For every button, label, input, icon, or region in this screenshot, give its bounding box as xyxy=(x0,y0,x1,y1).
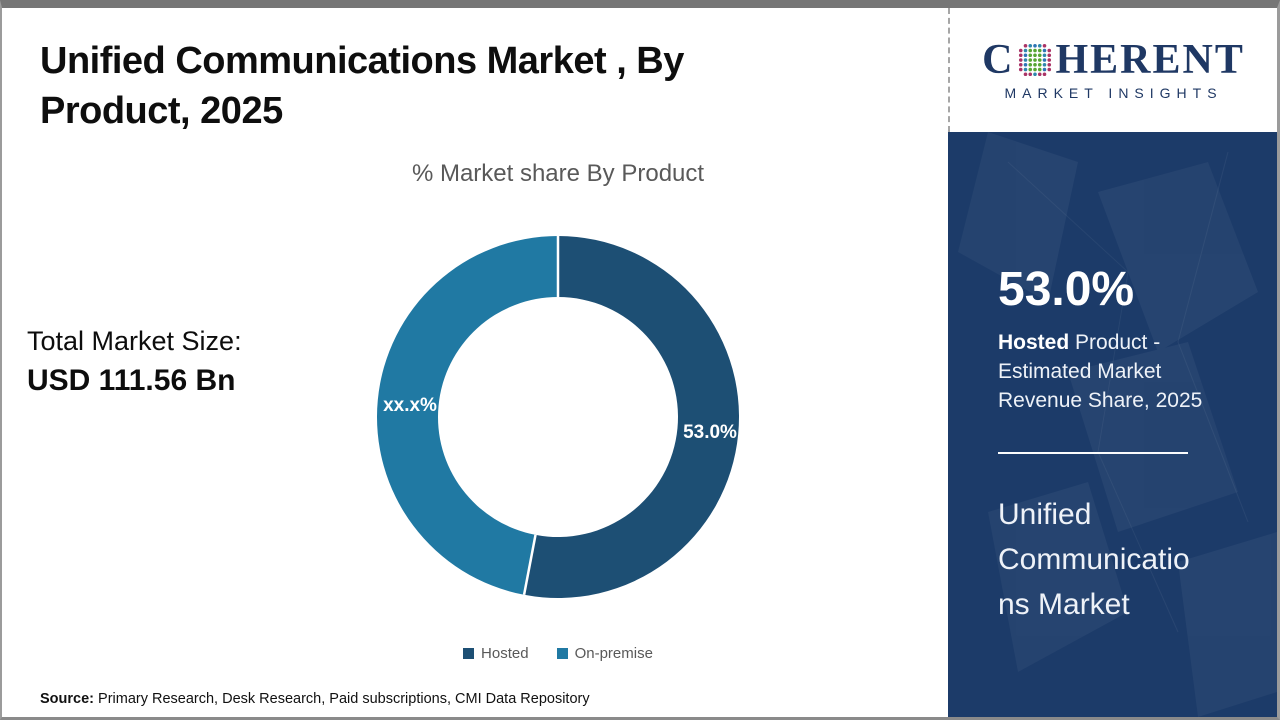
coherent-globe-icon xyxy=(1019,43,1052,77)
coherent-logo: C HERENT xyxy=(982,39,1245,81)
legend-swatch-hosted-icon xyxy=(463,648,475,659)
logo-tagline: MARKET INSIGHTS xyxy=(1004,85,1223,101)
chart-legend: Hosted On-premise xyxy=(2,645,1114,662)
total-market-size-block: Total Market Size: USD 111.56 Bn xyxy=(27,326,242,398)
sidebar-map-pattern xyxy=(958,132,1277,717)
legend-label-on-premise: On-premise xyxy=(574,645,653,662)
sidebar-divider xyxy=(998,452,1188,454)
donut-chart: 53.0% xx.x% xyxy=(376,236,739,598)
slice-boundary xyxy=(522,534,537,596)
slice-label-on-premise: xx.x% xyxy=(383,395,437,416)
legend-label-hosted: Hosted xyxy=(481,645,529,662)
slice-label-hosted: 53.0% xyxy=(683,422,737,443)
logo-letters-herent: HERENT xyxy=(1055,37,1245,83)
sidebar-stat-description: Hosted Product - Estimated Market Revenu… xyxy=(998,328,1203,415)
sidebar-panel: 53.0% Hosted Product - Estimated Market … xyxy=(948,132,1277,717)
chart-subtitle: % Market share By Product xyxy=(411,160,705,187)
sidebar-stat-value: 53.0% xyxy=(998,263,1135,316)
sidebar-market-name: Unified Communications Market xyxy=(998,498,1190,621)
donut-slice-hosted xyxy=(524,236,739,598)
sidebar-stat-text: Product - Estimated Market Revenue Share… xyxy=(998,331,1203,412)
logo-area: C HERENT MARKET INSIGHTS xyxy=(948,8,1277,132)
page-title: Unified Communications Market , By Produ… xyxy=(40,40,684,133)
legend-swatch-on-premise-icon xyxy=(556,648,568,659)
logo-letter-c: C xyxy=(982,37,1015,83)
source-line: Source: Primary Research, Desk Research,… xyxy=(40,691,590,707)
donut-slices xyxy=(376,236,739,598)
total-market-size-value: USD 111.56 Bn xyxy=(27,364,236,397)
source-label: Source: xyxy=(40,691,94,707)
source-text: Primary Research, Desk Research, Paid su… xyxy=(94,691,590,707)
legend-item-hosted: Hosted xyxy=(463,645,529,662)
sidebar-stat-segment: Hosted xyxy=(998,331,1070,354)
donut-slice-on-premise xyxy=(376,236,558,595)
legend-item-on-premise: On-premise xyxy=(556,645,653,662)
total-market-size-label: Total Market Size: xyxy=(27,326,242,356)
